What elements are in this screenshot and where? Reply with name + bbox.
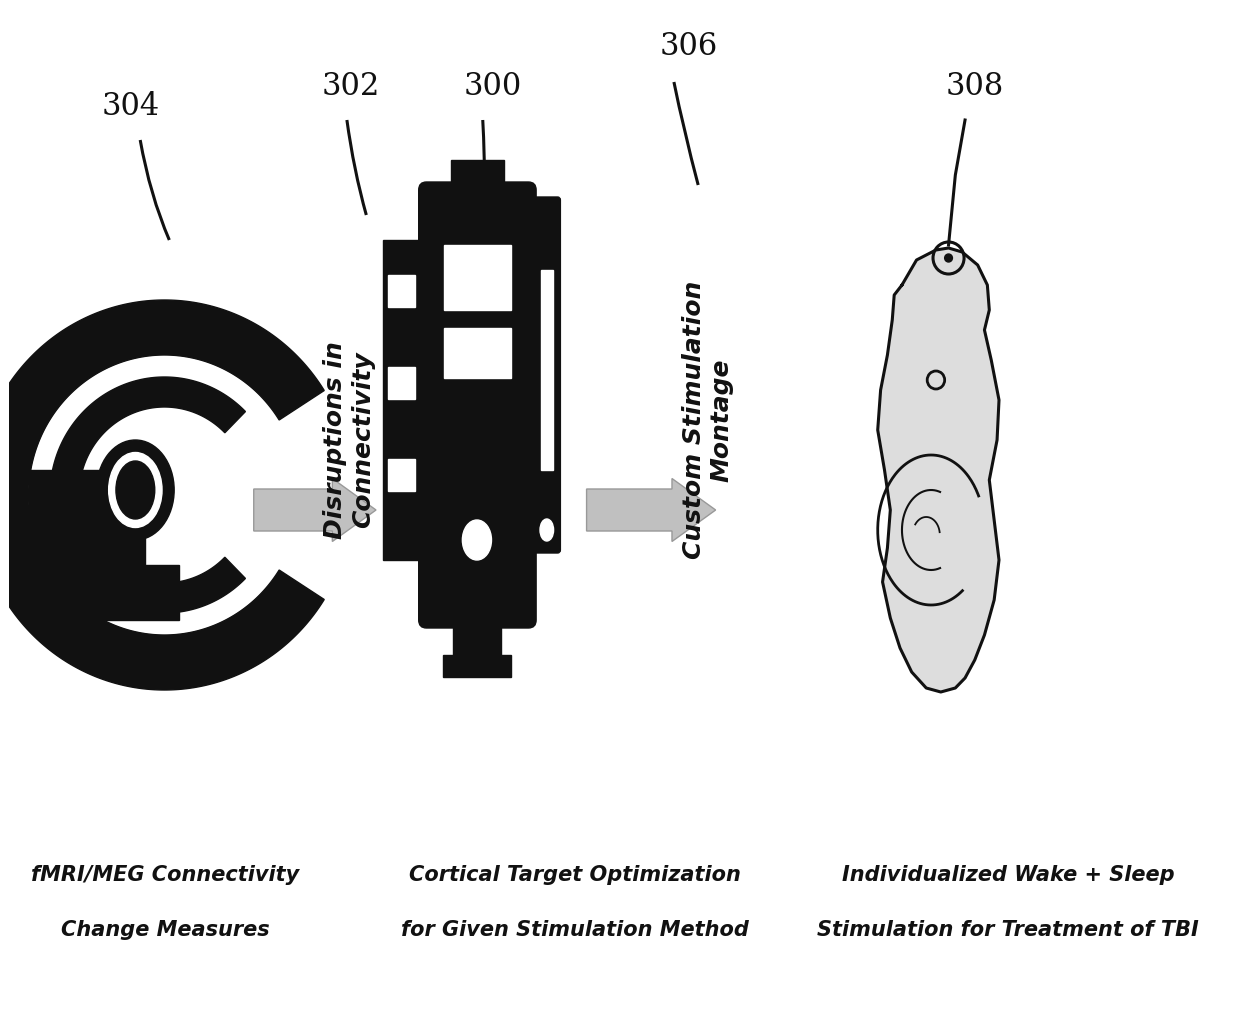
Ellipse shape <box>109 452 162 527</box>
Ellipse shape <box>115 461 155 519</box>
Bar <box>29 470 145 570</box>
Bar <box>388 459 415 491</box>
FancyArrow shape <box>587 479 715 541</box>
Text: Individualized Wake + Sleep: Individualized Wake + Sleep <box>842 865 1174 885</box>
Bar <box>444 328 511 378</box>
Circle shape <box>945 254 952 262</box>
Text: for Given Stimulation Method: for Given Stimulation Method <box>401 920 749 940</box>
Polygon shape <box>878 248 999 692</box>
Text: Stimulation for Treatment of TBI: Stimulation for Treatment of TBI <box>817 920 1199 940</box>
Text: 308: 308 <box>946 71 1004 102</box>
Polygon shape <box>50 377 246 613</box>
Text: Custom Stimulation
Montage: Custom Stimulation Montage <box>682 281 734 560</box>
Text: 302: 302 <box>321 71 379 102</box>
Text: Change Measures: Change Measures <box>61 920 270 940</box>
Text: fMRI/MEG Connectivity: fMRI/MEG Connectivity <box>31 865 300 885</box>
Bar <box>453 620 501 675</box>
Text: 306: 306 <box>660 31 718 62</box>
Bar <box>541 270 553 470</box>
FancyArrow shape <box>254 479 376 541</box>
Bar <box>29 565 179 620</box>
Text: Disruptions in
Connectivity: Disruptions in Connectivity <box>322 341 374 539</box>
FancyBboxPatch shape <box>419 182 536 628</box>
Ellipse shape <box>97 440 174 540</box>
Bar <box>388 367 415 399</box>
Bar <box>443 655 511 677</box>
Bar <box>450 160 505 192</box>
Text: 304: 304 <box>102 91 160 122</box>
Polygon shape <box>31 357 259 633</box>
Polygon shape <box>0 300 324 690</box>
Ellipse shape <box>539 519 553 541</box>
Bar <box>383 240 419 560</box>
Ellipse shape <box>463 520 491 560</box>
Bar <box>444 245 511 310</box>
FancyBboxPatch shape <box>533 197 560 553</box>
Bar <box>388 275 415 307</box>
Text: Cortical Target Optimization: Cortical Target Optimization <box>409 865 740 885</box>
Text: 300: 300 <box>464 71 522 102</box>
